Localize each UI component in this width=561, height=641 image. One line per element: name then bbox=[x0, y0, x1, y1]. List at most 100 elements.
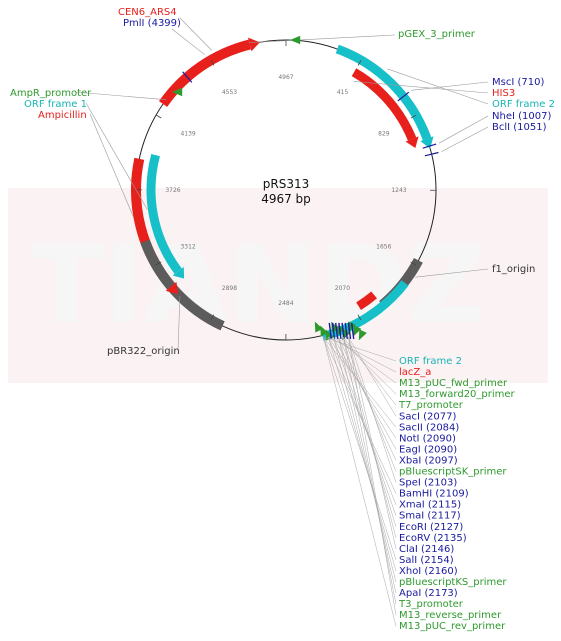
label-pbr322-origin: pBR322_origin bbox=[107, 346, 180, 357]
tick-mark bbox=[155, 261, 162, 266]
mcs-label: pBluescriptSK_primer bbox=[399, 467, 507, 478]
tick-label: 415 bbox=[337, 89, 349, 96]
leader-line bbox=[438, 115, 489, 144]
mcs-site-mark bbox=[347, 322, 352, 340]
mcs-leader-line bbox=[343, 336, 397, 605]
mcs-site-mark bbox=[335, 322, 339, 340]
plasmid-name: pRS313 bbox=[263, 177, 309, 191]
leader-line bbox=[177, 296, 181, 352]
mcs-site-mark bbox=[344, 322, 348, 340]
mcs-leader-line bbox=[348, 336, 397, 549]
mcs-leader-line bbox=[323, 336, 397, 494]
leader-line bbox=[85, 102, 148, 210]
mcs-label: T3_promoter bbox=[398, 599, 464, 610]
tick-mark bbox=[210, 314, 215, 321]
mcs-site-mark bbox=[328, 322, 332, 340]
mcs-label: XbaI (2097) bbox=[399, 455, 458, 466]
feature-orf-frame-1 bbox=[146, 153, 182, 274]
mcs-leader-line bbox=[338, 336, 397, 594]
mcs-site-mark bbox=[338, 322, 342, 340]
label-cen6-ars4: CEN6_ARS4 bbox=[118, 7, 177, 18]
mcs-leader-line bbox=[328, 336, 397, 572]
mcs-leader-line bbox=[348, 336, 397, 417]
mcs-leader-line bbox=[348, 336, 397, 616]
tick-mark bbox=[155, 114, 162, 119]
tick-label: 2484 bbox=[278, 300, 293, 307]
tick-mark bbox=[410, 261, 417, 266]
mcs-leader-line bbox=[338, 336, 397, 395]
feature-lacz-a bbox=[356, 291, 377, 311]
tick-label: 1656 bbox=[376, 244, 391, 251]
watermark-band bbox=[8, 188, 548, 383]
leader-line bbox=[179, 17, 213, 51]
mcs-primer-arrow bbox=[325, 329, 334, 341]
mcs-leader-line bbox=[323, 336, 397, 627]
mcs-leader-line bbox=[333, 336, 397, 516]
leader-line bbox=[74, 91, 167, 101]
label-orf-frame-1: ORF frame 1 bbox=[24, 99, 87, 110]
label-ampicillin: Ampicillin bbox=[38, 110, 87, 121]
msci-site-mark bbox=[397, 91, 410, 102]
feature-orf-frame-2-bottom bbox=[321, 280, 409, 341]
leader-line bbox=[415, 268, 489, 278]
mcs-label: ApaI (2173) bbox=[399, 588, 458, 599]
his3-arrowhead bbox=[405, 136, 419, 148]
cen6-arrowhead bbox=[248, 37, 260, 52]
mcs-label: SacII (2084) bbox=[399, 422, 459, 433]
orf1-arrowhead bbox=[172, 267, 185, 279]
leader-line bbox=[441, 126, 489, 153]
mcs-leader-line bbox=[338, 336, 397, 527]
label-pmli: PmlI (4399) bbox=[123, 18, 181, 29]
mcs-label: SmaI (2117) bbox=[399, 511, 461, 522]
mcs-label: SacI (2077) bbox=[399, 411, 456, 422]
leader-line bbox=[171, 28, 205, 55]
plasmid-size: 4967 bp bbox=[261, 192, 311, 206]
mcs-leader-line bbox=[338, 336, 397, 461]
tick-label: 4553 bbox=[222, 89, 237, 96]
mcs-site-mark bbox=[331, 322, 336, 340]
mcs-label: BamHI (2109) bbox=[399, 489, 469, 500]
mcs-primer-arrow bbox=[358, 329, 367, 341]
mcs-site-mark bbox=[351, 322, 355, 340]
tick-label: 2070 bbox=[335, 285, 350, 292]
tick-mark bbox=[210, 59, 215, 66]
tick-label: 4967 bbox=[278, 74, 293, 81]
feature-orf-frame-2-top bbox=[335, 44, 432, 141]
label-his3: HIS3 bbox=[492, 88, 515, 99]
mcs-leader-line bbox=[328, 336, 397, 505]
label-nhei: NheI (1007) bbox=[492, 111, 551, 122]
mcs-label: EcoRV (2135) bbox=[399, 533, 467, 544]
bcli-site-mark bbox=[424, 151, 439, 157]
ampr-promoter-arrow bbox=[172, 87, 183, 97]
mcs-label: XmaI (2115) bbox=[399, 500, 461, 511]
ampicillin-arrowhead bbox=[165, 281, 179, 295]
mcs-label: SalI (2154) bbox=[399, 555, 454, 566]
tick-label: 1243 bbox=[391, 187, 406, 194]
mcs-label: EcoRI (2127) bbox=[399, 522, 463, 533]
feature-his3 bbox=[351, 68, 417, 141]
tick-label: 2898 bbox=[222, 285, 237, 292]
leader-line bbox=[411, 81, 489, 91]
mcs-label: M13_pUC_fwd_primer bbox=[399, 378, 508, 389]
label-ampr-promoter: AmpR_promoter bbox=[10, 88, 92, 99]
pmli-site-mark bbox=[182, 71, 193, 83]
mcs-site-mark bbox=[341, 322, 345, 340]
label-bcli: BclI (1051) bbox=[492, 122, 547, 133]
watermark-text: TIANDZ bbox=[30, 223, 486, 348]
leader-line bbox=[353, 81, 489, 94]
mcs-leader-line bbox=[333, 336, 397, 384]
tick-mark bbox=[357, 314, 362, 321]
tick-label: 3726 bbox=[165, 187, 180, 194]
mcs-label: T7_promoter bbox=[398, 400, 464, 411]
mcs-label: XhoI (2160) bbox=[399, 566, 458, 577]
mcs-leader-line bbox=[348, 336, 397, 483]
mcs-leader-line bbox=[323, 336, 397, 560]
tick-label: 829 bbox=[378, 131, 390, 138]
mcs-label: pBluescriptKS_primer bbox=[399, 577, 507, 588]
leader-line bbox=[89, 113, 134, 218]
mcs-leader-line bbox=[343, 336, 397, 538]
nhei-site-mark bbox=[422, 143, 437, 149]
mcs-label: M13_reverse_primer bbox=[399, 610, 502, 621]
mcs-label: ORF frame 2 bbox=[399, 356, 462, 367]
